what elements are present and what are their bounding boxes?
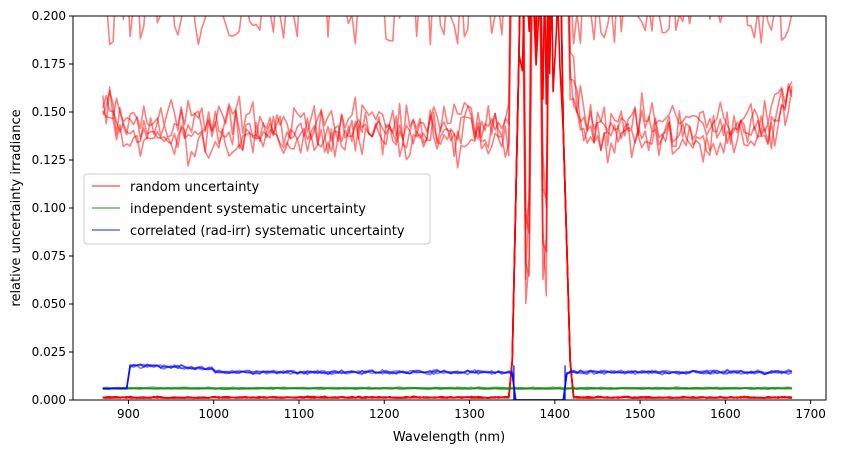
independent-systematic-line xyxy=(102,386,793,390)
x-tick-label: 1400 xyxy=(540,407,571,421)
legend-label-random: random uncertainty xyxy=(130,180,260,195)
correlated-systematic-line xyxy=(102,363,793,400)
x-tick-label: 1100 xyxy=(284,407,315,421)
x-tick-label: 1700 xyxy=(795,407,826,421)
series-layer xyxy=(102,16,793,400)
y-tick-label: 0.025 xyxy=(32,345,66,359)
x-axis: 900 1000 1100 1200 1300 1400 1500 1600 1700 xyxy=(117,400,826,421)
y-tick-label: 0.150 xyxy=(32,105,66,119)
random-uncertainty-line xyxy=(102,16,793,305)
y-tick-label: 0.075 xyxy=(32,249,66,263)
y-tick-label: 0.125 xyxy=(32,153,66,167)
x-axis-label: Wavelength (nm) xyxy=(393,430,505,445)
y-tick-label: 0.200 xyxy=(32,9,66,23)
x-tick-label: 1500 xyxy=(625,407,656,421)
x-tick-label: 1600 xyxy=(710,407,741,421)
random-uncertainty-line xyxy=(106,16,793,253)
y-axis: 0.000 0.025 0.050 0.075 0.100 0.125 0.150 0.175… xyxy=(32,9,73,407)
random-uncertainty-line xyxy=(102,16,793,281)
y-tick-label: 0.000 xyxy=(32,393,66,407)
legend-label-independent: independent systematic uncertainty xyxy=(130,202,366,217)
random-uncertainty-low-line xyxy=(102,16,792,399)
y-axis-label: relative uncertainty irradiance xyxy=(9,109,24,306)
x-tick-label: 900 xyxy=(117,407,140,421)
legend-box xyxy=(83,173,431,245)
x-tick-label: 1000 xyxy=(198,407,229,421)
legend-label-correlated: correlated (rad-irr) systematic uncertai… xyxy=(130,224,405,239)
random-uncertainty-line xyxy=(102,16,793,235)
y-tick-label: 0.050 xyxy=(32,297,66,311)
x-tick-label: 1300 xyxy=(454,407,485,421)
legend: random uncertainty independent systemati… xyxy=(83,173,431,245)
y-tick-label: 0.175 xyxy=(32,57,66,71)
y-tick-label: 0.100 xyxy=(32,201,66,215)
x-tick-label: 1200 xyxy=(369,407,400,421)
